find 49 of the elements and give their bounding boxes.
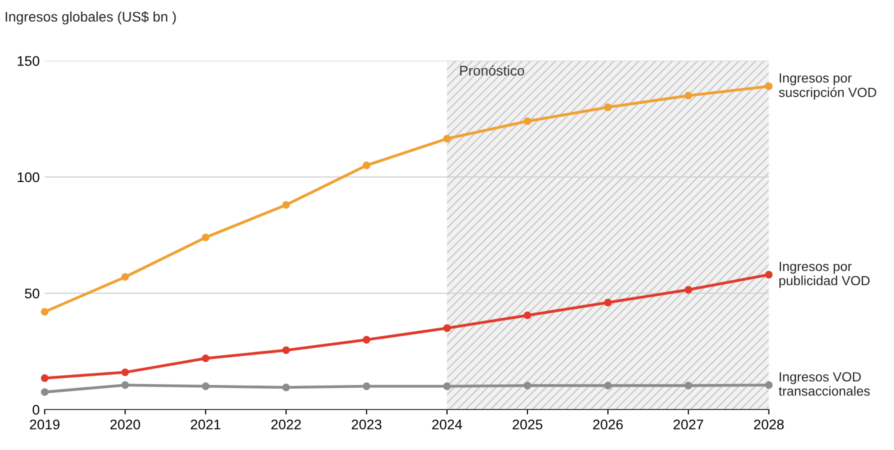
point bbox=[443, 134, 451, 142]
point bbox=[40, 374, 49, 382]
x-tick-label: 2026 bbox=[593, 420, 623, 430]
point bbox=[362, 336, 370, 344]
point bbox=[202, 382, 210, 390]
x-tick-label: 2020 bbox=[110, 420, 140, 430]
point bbox=[282, 346, 290, 354]
x-tick-label: 2027 bbox=[674, 420, 704, 430]
point bbox=[362, 382, 370, 390]
x-tick-label: 2023 bbox=[352, 420, 382, 430]
point bbox=[684, 382, 692, 390]
point bbox=[202, 234, 210, 242]
point bbox=[765, 381, 773, 389]
point bbox=[684, 286, 692, 294]
point bbox=[684, 92, 692, 100]
x-tick-label: 2019 bbox=[30, 420, 60, 430]
point bbox=[443, 382, 451, 390]
point bbox=[121, 381, 129, 389]
x-tick-label: 2024 bbox=[432, 420, 462, 430]
y-axis-title: Ingresos globales (US$ bn ) bbox=[6, 11, 176, 24]
x-tick-label: 2025 bbox=[512, 420, 542, 430]
point bbox=[604, 382, 612, 390]
y-tick-label: 150 bbox=[18, 56, 40, 66]
series-label: Ingresos VOD transaccionales bbox=[778, 372, 870, 396]
point bbox=[362, 162, 370, 170]
x-tick-label: 2022 bbox=[271, 420, 301, 430]
point bbox=[121, 368, 129, 376]
point bbox=[524, 382, 532, 390]
y-tick-label: 0 bbox=[32, 404, 40, 415]
point bbox=[443, 324, 451, 332]
point bbox=[765, 82, 773, 90]
x-tick-label: 2021 bbox=[190, 420, 220, 430]
y-tick-label: 100 bbox=[18, 172, 40, 182]
point bbox=[765, 270, 773, 278]
series-label: Ingresos por publicidad VOD bbox=[779, 262, 870, 288]
point bbox=[604, 103, 612, 112]
point bbox=[282, 384, 290, 392]
point bbox=[524, 312, 532, 320]
series-label: Ingresos por suscripción VOD bbox=[778, 73, 876, 100]
band-label: Pronóstico bbox=[460, 65, 524, 76]
point bbox=[121, 273, 129, 281]
point bbox=[604, 298, 612, 306]
point bbox=[40, 388, 49, 396]
point bbox=[524, 117, 532, 126]
point bbox=[40, 308, 49, 316]
point bbox=[202, 354, 210, 362]
y-tick-label: 50 bbox=[24, 288, 40, 298]
point bbox=[282, 201, 290, 209]
x-tick-label: 2028 bbox=[754, 420, 784, 430]
